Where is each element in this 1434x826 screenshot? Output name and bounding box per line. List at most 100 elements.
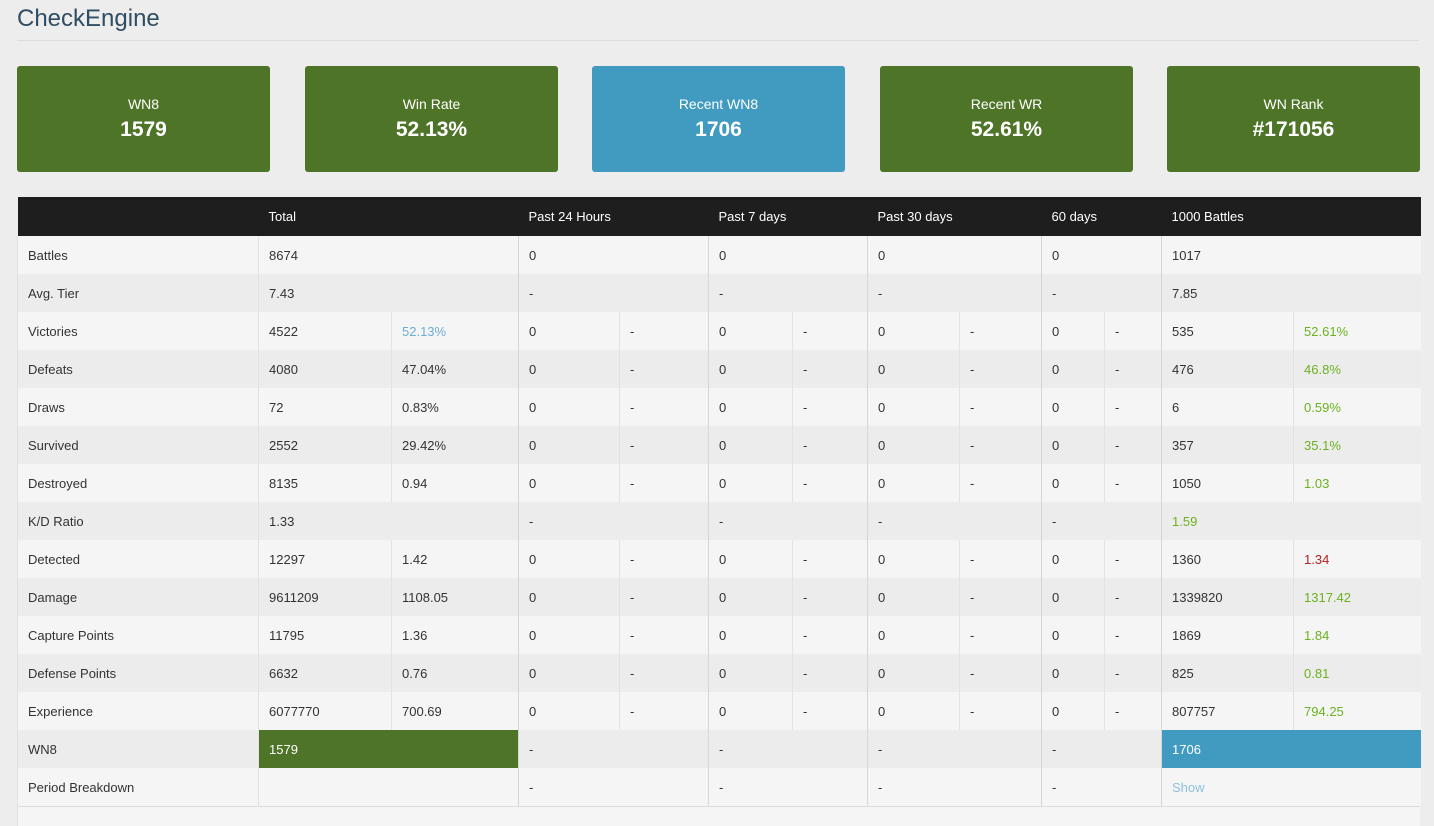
past-7-days-value: - — [708, 274, 868, 312]
past-7-days-ratio: - — [792, 312, 868, 350]
row-label: Destroyed — [17, 464, 259, 502]
table-row: K/D Ratio 1.33- - - -1.59 — [17, 502, 1421, 540]
total-ratio: 47.04% — [391, 350, 519, 388]
past-24-hours-value: 0 — [518, 616, 620, 654]
total-value: 9611209 — [258, 578, 392, 616]
past-30-days-value: 0 — [867, 312, 960, 350]
60-days-ratio: - — [1103, 388, 1162, 426]
60-days-value: 0 — [1041, 350, 1105, 388]
past-30-days-ratio: - — [959, 654, 1042, 692]
total-ratio: 52.13% — [391, 312, 519, 350]
wn8-total-badge: 1579 — [258, 730, 519, 768]
past-24-hours-ratio: - — [619, 578, 709, 616]
1000-battles-value: 6 — [1161, 388, 1294, 426]
1000-battles-cell: Show — [1161, 768, 1421, 806]
show-breakdown-link[interactable]: Show — [1172, 779, 1205, 795]
60-days-value: 0 — [1041, 426, 1105, 464]
row-label: Avg. Tier — [17, 274, 259, 312]
header-label — [17, 197, 259, 236]
table-row: WN8 1579- - - -1706 — [17, 730, 1421, 768]
total-ratio: 1.36 — [391, 616, 519, 654]
row-label: Survived — [17, 426, 259, 464]
past-24-hours-value: 0 — [518, 388, 620, 426]
row-label: Capture Points — [17, 616, 259, 654]
past-7-days-value: 0 — [708, 540, 793, 578]
past-30-days-value: 0 — [867, 388, 960, 426]
total-ratio: 1.42 — [391, 540, 519, 578]
60-days-value: 0 — [1041, 578, 1105, 616]
past-7-days-value: - — [708, 768, 868, 806]
past-7-days-value: 0 — [708, 654, 793, 692]
card-win-rate: Win Rate 52.13% — [305, 66, 558, 172]
row-label: Battles — [17, 236, 259, 274]
1000-battles-ratio: 1.84 — [1293, 616, 1421, 654]
card-recent-wn8: Recent WN8 1706 — [592, 66, 845, 172]
total-value: 72 — [258, 388, 392, 426]
1000-battles-value: 1.59 — [1161, 502, 1421, 540]
past-24-hours-ratio: - — [619, 426, 709, 464]
past-7-days-ratio: - — [792, 350, 868, 388]
past-24-hours-value: 0 — [518, 236, 709, 274]
page-title: CheckEngine — [17, 5, 160, 32]
past-30-days-ratio: - — [959, 540, 1042, 578]
past-24-hours-ratio: - — [619, 312, 709, 350]
total-ratio: 0.83% — [391, 388, 519, 426]
total-value: 4522 — [258, 312, 392, 350]
past-7-days-ratio: - — [792, 388, 868, 426]
past-30-days-value: 0 — [867, 236, 1042, 274]
header-60-days: 60 days — [1041, 197, 1162, 236]
1000-battles-ratio: 0.59% — [1293, 388, 1421, 426]
header-total: Total — [258, 197, 519, 236]
table-row: Defeats 4080 47.04% 0-0-0-0-476 46.8% — [17, 350, 1421, 388]
table-row: Experience 6077770 700.69 0-0-0-0-807757 794… — [17, 692, 1421, 730]
past-30-days-ratio: - — [959, 426, 1042, 464]
past-24-hours-ratio: - — [619, 350, 709, 388]
past-7-days-ratio: - — [792, 692, 868, 730]
60-days-value: - — [1040, 274, 1162, 312]
past-30-days-ratio: - — [959, 464, 1042, 502]
table-row: Detected 12297 1.42 0-0-0-0-1360 1.34 — [17, 540, 1421, 578]
60-days-value: 0 — [1041, 654, 1105, 692]
row-label: WN8 — [17, 730, 259, 768]
total-ratio: 0.76 — [391, 654, 519, 692]
60-days-ratio: - — [1103, 350, 1162, 388]
table-row: Battles 8674 0 0 0 0 1017 — [17, 236, 1421, 274]
header-1000-battles: 1000 Battles — [1161, 197, 1421, 236]
past-7-days-value: 0 — [708, 616, 793, 654]
past-7-days-value: 0 — [708, 692, 793, 730]
total-value: 8674 — [258, 236, 519, 274]
card-label: Recent WR — [970, 96, 1043, 112]
past-24-hours-ratio: - — [619, 692, 709, 730]
row-label: Experience — [17, 692, 259, 730]
table-header-row: Total Past 24 Hours Past 7 days Past 30 … — [17, 197, 1421, 236]
card-label: WN Rank — [1263, 96, 1324, 112]
60-days-value: - — [1040, 768, 1162, 806]
card-value: 52.61% — [970, 118, 1043, 141]
1000-battles-value: 535 — [1161, 312, 1294, 350]
row-label: Defense Points — [17, 654, 259, 692]
past-30-days-value: 0 — [867, 578, 960, 616]
1000-battles-value: 1017 — [1161, 236, 1421, 274]
60-days-ratio: - — [1103, 616, 1162, 654]
past-24-hours-value: - — [518, 502, 709, 540]
60-days-ratio: - — [1103, 312, 1162, 350]
past-24-hours-value: 0 — [518, 692, 620, 730]
total-value: 8135 — [258, 464, 392, 502]
past-30-days-value: 0 — [867, 350, 960, 388]
60-days-value: 0 — [1041, 388, 1105, 426]
past-7-days-ratio: - — [792, 578, 868, 616]
past-7-days-value: - — [708, 730, 868, 768]
row-label: Draws — [17, 388, 259, 426]
total-value: 2552 — [258, 426, 392, 464]
total-value — [258, 768, 519, 806]
wn8-recent-badge: 1706 — [1161, 730, 1421, 768]
total-value: 6077770 — [258, 692, 392, 730]
row-label: K/D Ratio — [17, 502, 259, 540]
summary-cards: WN8 1579 Win Rate 52.13% Recent WN8 1706… — [17, 66, 1420, 172]
past-24-hours-value: 0 — [518, 578, 620, 616]
row-label: Victories — [17, 312, 259, 350]
past-7-days-ratio: - — [792, 616, 868, 654]
card-wn8: WN8 1579 — [17, 66, 270, 172]
60-days-value: - — [1040, 502, 1162, 540]
card-recent-wr: Recent WR 52.61% — [880, 66, 1133, 172]
